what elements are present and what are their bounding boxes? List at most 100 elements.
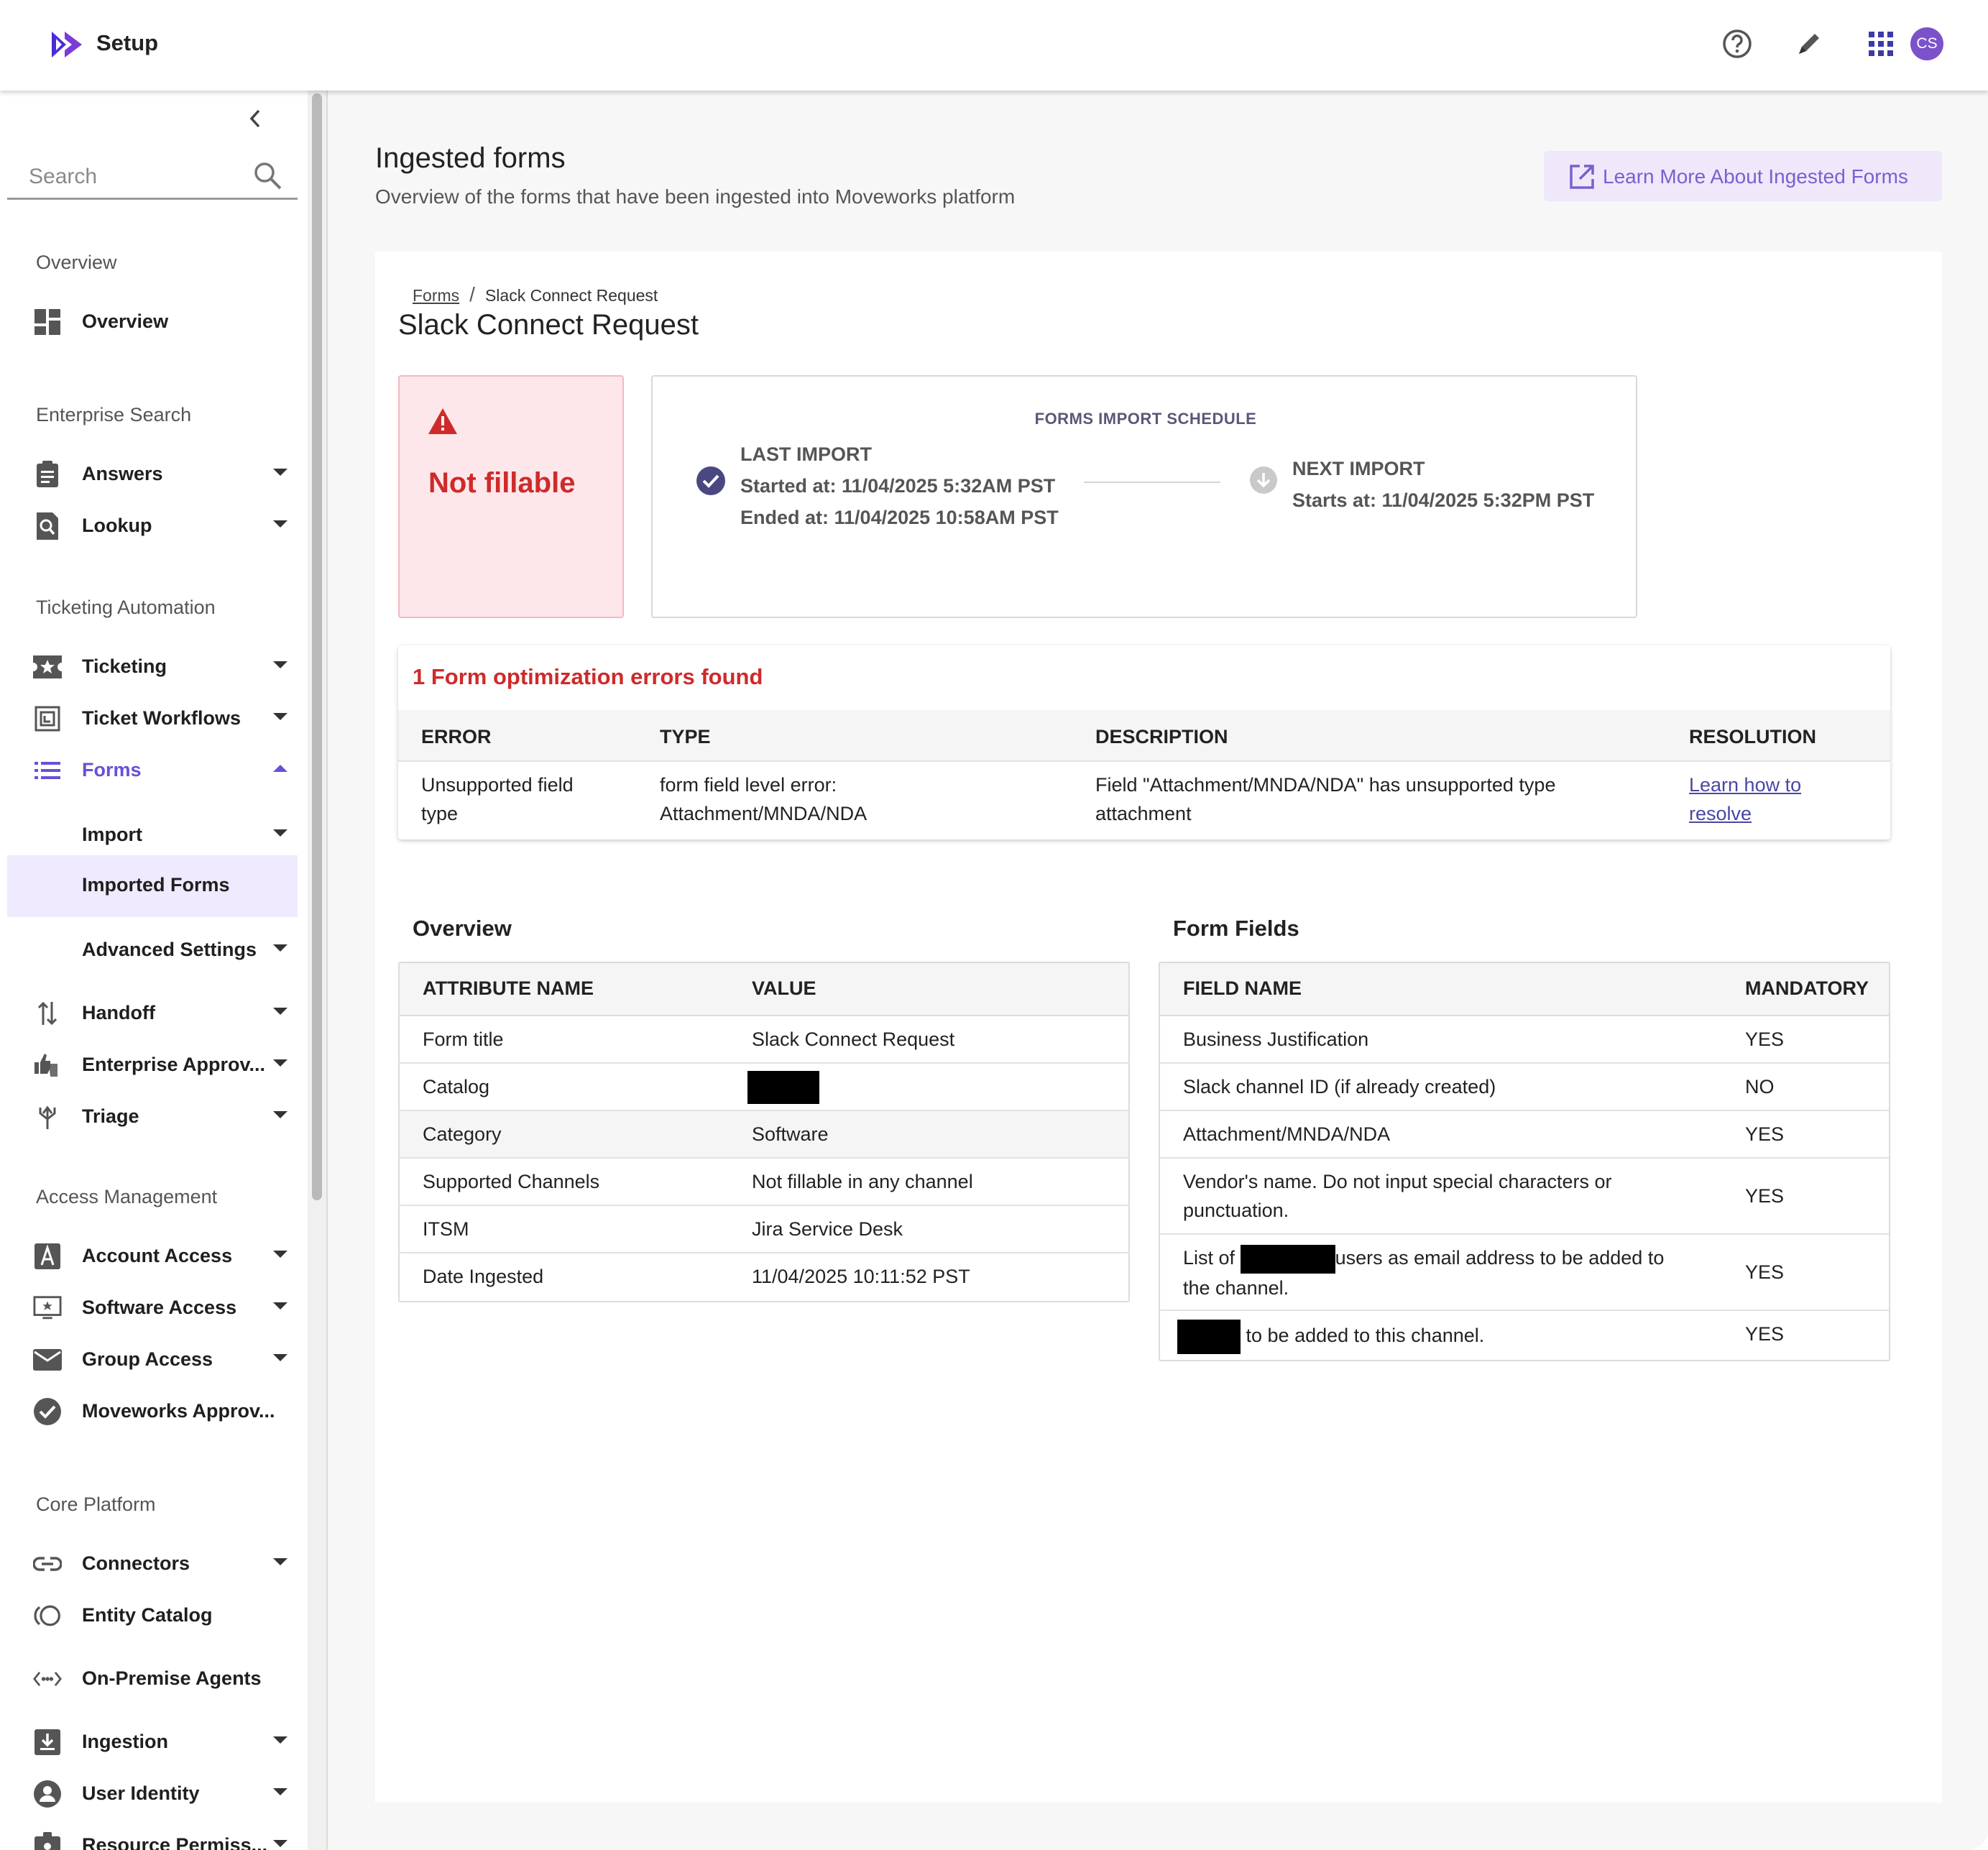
- expand-caret-icon: [273, 1736, 287, 1744]
- sidebar-item-entity-catalog[interactable]: Entity Catalog: [7, 1593, 298, 1637]
- sidebar-item-label: Account Access: [82, 1245, 233, 1266]
- description-cell: Field "Attachment/MNDA/NDA" has unsuppor…: [1095, 774, 1556, 824]
- check-circle-icon: [696, 466, 725, 495]
- expand-caret-icon: [273, 469, 287, 476]
- breadcrumb-separator: /: [469, 283, 475, 305]
- expand-caret-icon: [273, 1558, 287, 1565]
- expand-caret-icon: [273, 1788, 287, 1795]
- app-title: Setup: [96, 30, 159, 55]
- expand-caret-icon: [273, 944, 287, 952]
- sidebar-item-label: Ingestion: [82, 1731, 168, 1752]
- resolve-link[interactable]: Learn how to resolve: [1689, 774, 1802, 824]
- sidebar-item-user-identity[interactable]: User Identity: [7, 1771, 298, 1816]
- sidebar-item-group-access[interactable]: Group Access: [7, 1337, 298, 1381]
- software-monitor-icon: [33, 1294, 62, 1322]
- list-icon: [33, 756, 62, 785]
- form-title: Slack Connect Request: [398, 309, 699, 341]
- sidebar-item-ticketing[interactable]: Ticketing: [7, 644, 298, 689]
- expand-caret-icon: [273, 1008, 287, 1015]
- sidebar-scrollbar[interactable]: [308, 91, 328, 1850]
- header-attribute-name: ATTRIBUTE NAME: [423, 977, 594, 999]
- mail-icon: [33, 1345, 62, 1374]
- learn-more-button[interactable]: Learn More About Ingested Forms: [1544, 151, 1942, 201]
- search-input[interactable]: [29, 162, 244, 191]
- sidebar-item-lookup[interactable]: Lookup: [7, 503, 298, 548]
- sidebar-item-label: Ticket Workflows: [82, 707, 241, 729]
- expand-caret-icon: [273, 520, 287, 528]
- sidebar-item-connectors[interactable]: Connectors: [7, 1541, 298, 1586]
- pen-icon[interactable]: [1791, 26, 1827, 62]
- sidebar-item-label: Connectors: [82, 1552, 190, 1574]
- expand-caret-icon: [273, 1251, 287, 1258]
- header-error: ERROR: [421, 726, 492, 747]
- overview-table-header: ATTRIBUTE NAME VALUE: [400, 963, 1128, 1016]
- sidebar-item-advanced-settings[interactable]: Advanced Settings: [7, 927, 298, 972]
- expand-caret-icon: [273, 1354, 287, 1361]
- sidebar-item-on-premise-agents[interactable]: On-Premise Agents: [7, 1656, 298, 1701]
- sidebar-item-label: Advanced Settings: [82, 939, 257, 960]
- top-bar: Setup CS: [0, 0, 1988, 91]
- sidebar-item-handoff[interactable]: Handoff: [7, 990, 298, 1035]
- error-cell: Unsupported field type: [421, 774, 574, 824]
- triage-fork-icon: [33, 1103, 62, 1131]
- check-circle-icon: [33, 1397, 62, 1426]
- learn-more-label: Learn More About Ingested Forms: [1603, 165, 1908, 188]
- sidebar-item-ticket-workflows[interactable]: Ticket Workflows: [7, 696, 298, 740]
- expand-caret-icon: [273, 829, 287, 837]
- sidebar-item-moveworks-approvals[interactable]: Moveworks Approv...: [7, 1389, 298, 1433]
- ingestion-icon: [33, 1728, 62, 1757]
- table-row: Form title Slack Connect Request: [400, 1016, 1128, 1064]
- schedule-title: FORMS IMPORT SCHEDULE: [1034, 410, 1257, 428]
- sidebar-item-import-row[interactable]: Import: [7, 812, 298, 857]
- sidebar-item-software-access[interactable]: Software Access: [7, 1285, 298, 1330]
- page-title: Ingested forms: [375, 142, 566, 174]
- table-row: Category Software: [400, 1111, 1128, 1159]
- sidebar-item-resource-permissions[interactable]: Resource Permiss...: [7, 1823, 298, 1850]
- header-description: DESCRIPTION: [1095, 726, 1228, 747]
- table-row: ITSM Jira Service Desk: [400, 1206, 1128, 1253]
- next-import: NEXT IMPORT Starts at: 11/04/2025 5:32PM…: [1292, 453, 1594, 516]
- breadcrumb-current: Slack Connect Request: [484, 286, 658, 305]
- sidebar-item-ingestion[interactable]: Ingestion: [7, 1719, 298, 1764]
- sidebar-item-label: Imported Forms: [82, 874, 230, 896]
- errors-title: 1 Form optimization errors found: [413, 664, 763, 689]
- avatar[interactable]: CS: [1910, 27, 1943, 60]
- sidebar-item-label: Answers: [82, 463, 163, 484]
- apps-grid-icon[interactable]: [1863, 26, 1899, 62]
- warning-icon: [428, 408, 457, 434]
- catalog-redacted: [747, 1071, 819, 1104]
- section-ticketing-automation: Ticketing Automation: [36, 597, 216, 618]
- sidebar-item-answers[interactable]: Answers: [7, 451, 298, 496]
- sidebar-item-label: Import: [82, 824, 142, 845]
- search-icon[interactable]: [252, 160, 283, 191]
- breadcrumb-forms-link[interactable]: Forms: [413, 286, 460, 305]
- sidebar-item-account-access[interactable]: Account Access: [7, 1233, 298, 1278]
- table-row: Catalog: [400, 1064, 1128, 1111]
- table-row: Business Justification YES: [1160, 1016, 1889, 1064]
- table-row: Vendor's name. Do not input special char…: [1160, 1159, 1889, 1235]
- type-cell: form field level error: Attachment/MNDA/N…: [660, 774, 868, 824]
- scroll-thumb[interactable]: [312, 93, 322, 1200]
- badge-icon: [33, 1831, 62, 1850]
- arrow-down-circle-icon: [1250, 466, 1277, 494]
- sidebar-item-label: Moveworks Approv...: [82, 1400, 275, 1422]
- sidebar-item-label: Handoff: [82, 1002, 155, 1023]
- sidebar-item-imported-forms-active[interactable]: Imported Forms: [7, 855, 298, 917]
- code-dots-icon: [33, 1665, 62, 1693]
- ticket-star-icon: [33, 653, 62, 681]
- schedule-connector-line: [1084, 482, 1220, 483]
- errors-table-header: ERROR TYPE DESCRIPTION RESOLUTION: [398, 710, 1890, 762]
- external-link-icon: [1570, 165, 1594, 189]
- collapse-sidebar-icon[interactable]: [243, 106, 267, 131]
- next-import-starts: Starts at: 11/04/2025 5:32PM PST: [1292, 489, 1595, 511]
- thumbs-icon: [33, 1051, 62, 1080]
- sidebar: Overview Overview Enterprise Search Answ…: [0, 91, 308, 1850]
- sidebar-item-overview[interactable]: Overview: [7, 299, 298, 344]
- sidebar-item-enterprise-approvals[interactable]: Enterprise Approv...: [7, 1042, 298, 1087]
- sidebar-item-label: Enterprise Approv...: [82, 1054, 266, 1075]
- overview-title: Overview: [413, 916, 512, 941]
- sidebar-item-forms[interactable]: Forms: [7, 747, 298, 792]
- sidebar-item-triage[interactable]: Triage: [7, 1094, 298, 1138]
- help-icon[interactable]: [1719, 26, 1755, 62]
